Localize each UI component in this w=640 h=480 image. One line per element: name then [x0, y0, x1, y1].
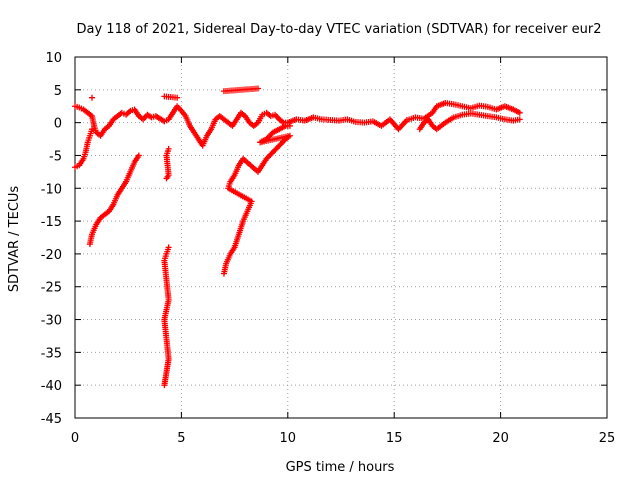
data-point	[165, 145, 172, 152]
series-arc-3	[220, 122, 293, 277]
series-arc-2	[161, 145, 172, 389]
data-point	[286, 122, 293, 129]
y-tick-label: 10	[45, 51, 62, 66]
plot-frame	[74, 56, 608, 419]
x-axis-label: GPS time / hours	[286, 460, 395, 475]
y-tick-label: 5	[54, 84, 62, 99]
x-tick-label: 25	[599, 431, 616, 446]
chart-title: Day 118 of 2021, Sidereal Day-to-day VTE…	[77, 22, 602, 37]
y-tick-label: -15	[41, 215, 62, 230]
series-main-band	[72, 99, 523, 149]
y-tick-label: 0	[54, 117, 62, 132]
grid	[75, 57, 607, 418]
data-point	[89, 126, 96, 133]
data-point	[89, 94, 96, 101]
data-points	[72, 85, 523, 389]
data-point	[516, 109, 523, 116]
y-tick-label: -10	[41, 182, 62, 197]
y-tick-label: -20	[41, 248, 62, 263]
y-tick-label: -30	[41, 314, 62, 329]
y-tick-label: -40	[41, 379, 62, 394]
y-tick-label: -25	[41, 281, 62, 296]
x-tick-label: 0	[71, 431, 79, 446]
y-tick-label: -45	[41, 412, 62, 427]
y-axis-label: SDTVAR / TECUs	[7, 186, 22, 293]
series-arc-1	[86, 152, 142, 248]
data-point	[516, 116, 523, 123]
series-high-points	[89, 85, 262, 101]
x-tick-label: 10	[280, 431, 297, 446]
data-point	[161, 93, 168, 100]
axes: 0 5 10 15 20 25 10 5 0 -5 -10 -15 -20 -25 -30 -35 -40 -45	[41, 51, 616, 446]
y-tick-label: -5	[49, 149, 62, 164]
data-point	[135, 152, 142, 159]
series-lower-band	[72, 110, 523, 171]
data-point	[165, 244, 172, 251]
x-tick-label: 15	[386, 431, 403, 446]
x-tick-label: 5	[177, 431, 185, 446]
y-tick-label: -35	[41, 346, 62, 361]
x-tick-label: 20	[492, 431, 509, 446]
data-point	[255, 85, 262, 92]
